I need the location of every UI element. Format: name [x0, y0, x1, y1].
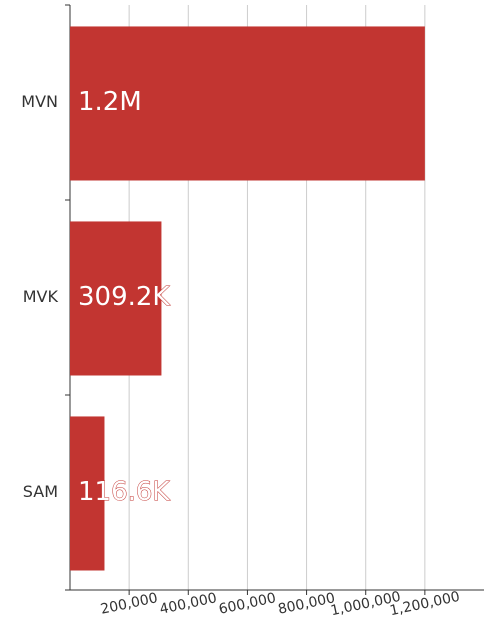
value-label: 116.6K	[78, 477, 170, 507]
bar	[70, 416, 105, 571]
bar	[70, 221, 162, 376]
value-label: 309.2K	[78, 282, 170, 312]
y-tick-label: MVN	[21, 92, 58, 111]
y-tick-label: SAM	[23, 482, 58, 501]
y-tick-label: MVK	[23, 287, 59, 306]
bar	[70, 26, 425, 181]
value-label: 1.2M	[78, 87, 142, 117]
